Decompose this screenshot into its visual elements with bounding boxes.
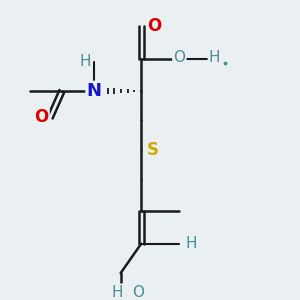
Text: N: N <box>87 82 102 100</box>
Text: O: O <box>132 285 144 300</box>
Text: H: H <box>80 54 91 69</box>
Text: H: H <box>185 236 197 251</box>
Text: H: H <box>209 50 220 65</box>
Text: H: H <box>112 285 123 300</box>
Text: O: O <box>147 17 161 35</box>
Text: S: S <box>147 141 159 159</box>
Text: O: O <box>173 50 185 65</box>
Text: O: O <box>34 109 49 127</box>
